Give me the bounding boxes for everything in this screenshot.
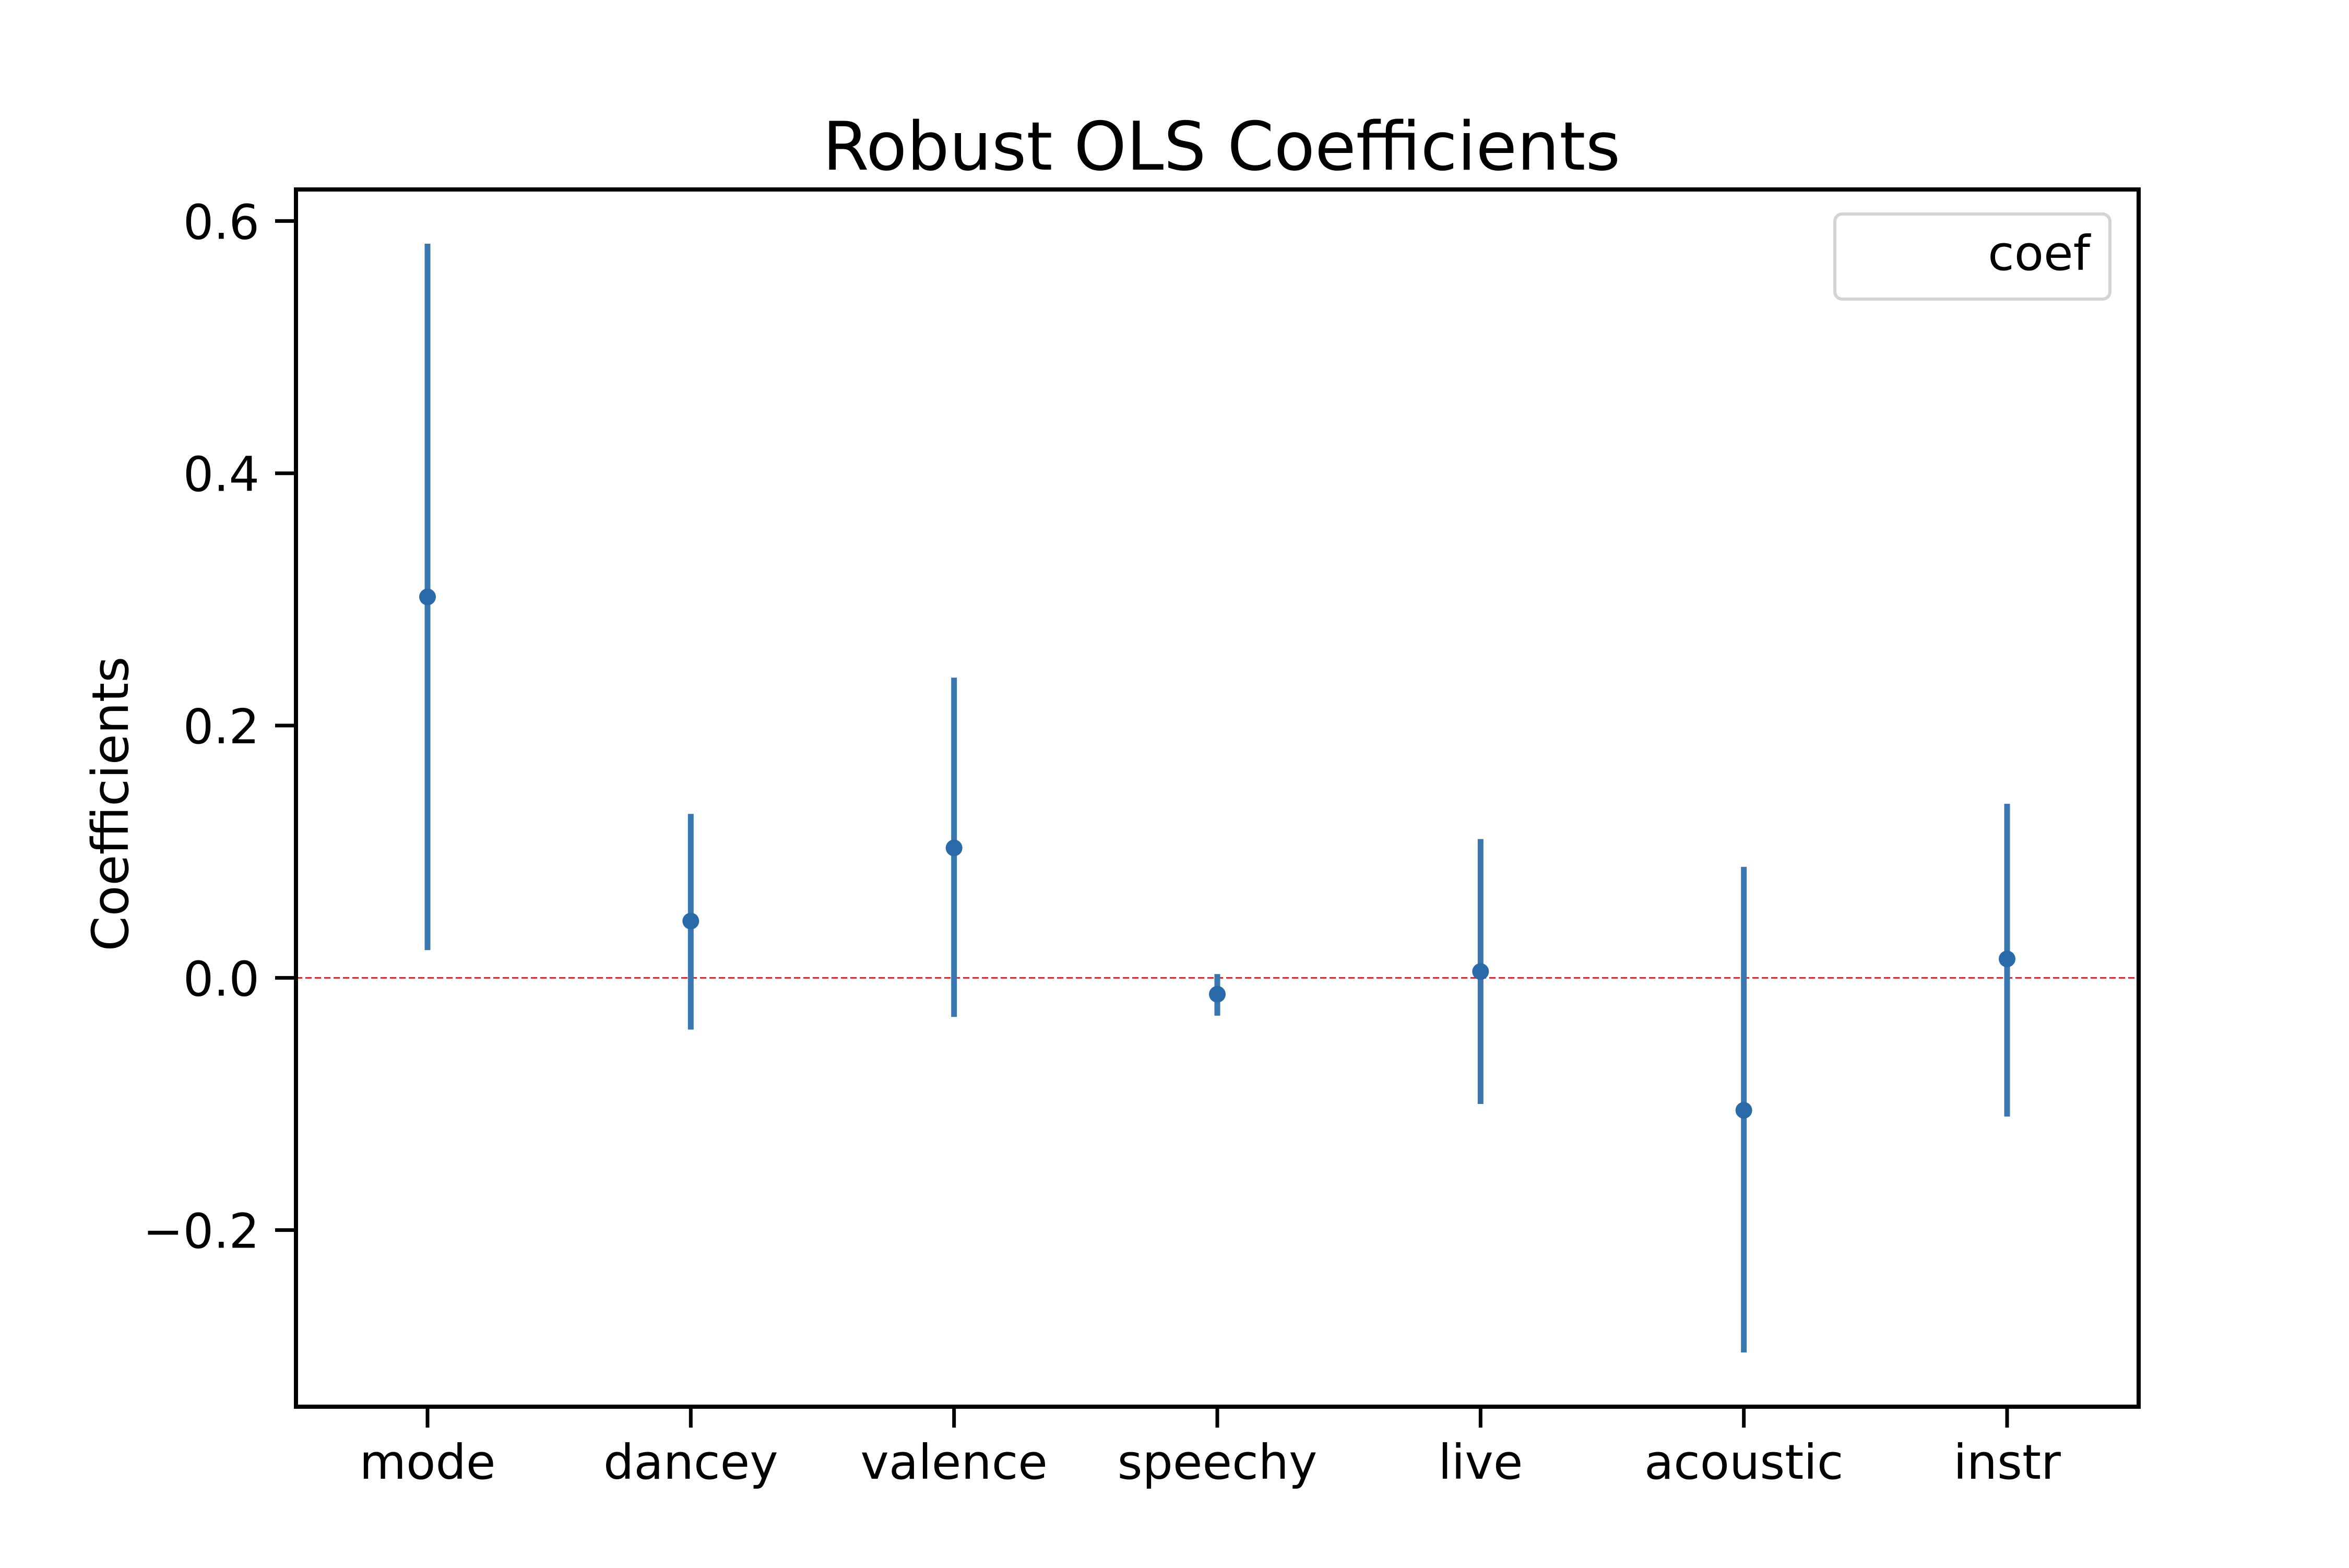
point-dancey bbox=[682, 912, 699, 930]
legend-box bbox=[1833, 212, 2111, 301]
point-acoustic bbox=[1735, 1102, 1752, 1119]
y-tick-label: 0.2 bbox=[183, 699, 259, 755]
y-tick-label: 0.6 bbox=[183, 194, 259, 250]
y-axis-label: Coefficients bbox=[81, 657, 140, 952]
x-tick-label: mode bbox=[360, 1434, 496, 1490]
x-tick-label: acoustic bbox=[1644, 1434, 1844, 1490]
legend-label: coef bbox=[1988, 225, 2091, 281]
y-tick-label: 0.4 bbox=[183, 447, 259, 503]
x-tick-label: instr bbox=[1953, 1434, 2061, 1490]
point-valence bbox=[945, 839, 963, 857]
y-tick-label: 0.0 bbox=[183, 951, 259, 1007]
plot-area: −0.2 0.0 0.2 0.4 0.6 mode dancey valence speechy… bbox=[143, 187, 2141, 1490]
point-instr bbox=[1999, 951, 2015, 968]
axes-frame bbox=[294, 187, 2141, 1409]
point-speechy bbox=[1209, 985, 1226, 1003]
point-mode bbox=[419, 588, 436, 605]
x-tick-label: dancey bbox=[603, 1434, 778, 1490]
x-tick-label: speechy bbox=[1118, 1434, 1318, 1490]
x-tick-label: valence bbox=[860, 1434, 1047, 1490]
x-tick-label: live bbox=[1438, 1434, 1523, 1490]
point-live bbox=[1472, 963, 1489, 980]
chart-title: Robust OLS Coefficients bbox=[823, 108, 1620, 186]
y-tick-label: −0.2 bbox=[143, 1204, 259, 1260]
